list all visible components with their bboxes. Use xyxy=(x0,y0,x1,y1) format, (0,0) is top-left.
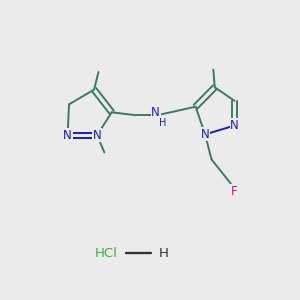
Text: N: N xyxy=(63,129,72,142)
Text: H: H xyxy=(158,247,168,260)
Text: F: F xyxy=(231,185,237,198)
Text: N: N xyxy=(151,106,160,119)
Text: N: N xyxy=(201,128,209,141)
Text: H: H xyxy=(159,118,166,128)
Text: N: N xyxy=(230,119,239,132)
Text: HCl: HCl xyxy=(94,247,117,260)
Text: N: N xyxy=(93,129,101,142)
